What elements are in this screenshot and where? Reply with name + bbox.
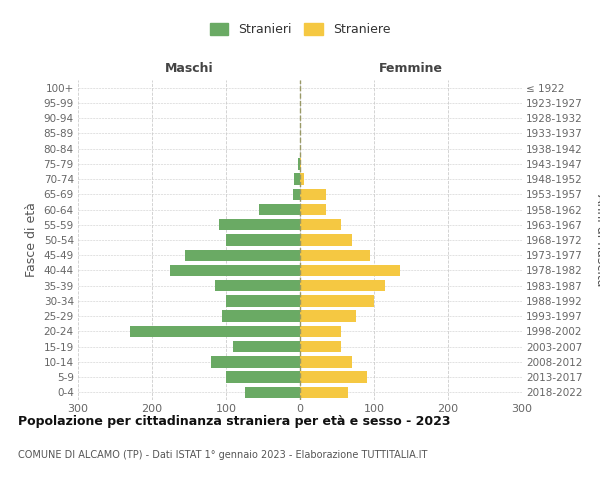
Bar (218, 219, 300, 230)
Bar (300, 341, 341, 352)
Y-axis label: Anni di nascita: Anni di nascita (594, 194, 600, 286)
Bar (300, 372, 367, 383)
Bar (226, 372, 300, 383)
Bar (226, 295, 300, 306)
Text: Femmine: Femmine (379, 62, 443, 76)
Bar (300, 356, 352, 368)
Bar (226, 234, 300, 246)
Bar (130, 326, 300, 337)
Bar (223, 310, 300, 322)
Bar (300, 204, 326, 215)
Bar (259, 204, 300, 215)
Bar (298, 158, 300, 170)
Bar (300, 310, 356, 322)
Bar (300, 326, 341, 337)
Bar (233, 341, 300, 352)
Bar (300, 188, 326, 200)
Y-axis label: Fasce di età: Fasce di età (25, 202, 38, 278)
Bar (300, 219, 341, 230)
Bar (300, 250, 370, 261)
Bar (300, 295, 374, 306)
Bar (300, 174, 304, 185)
Bar (300, 280, 385, 291)
Bar (300, 158, 301, 170)
Legend: Stranieri, Straniere: Stranieri, Straniere (203, 16, 397, 42)
Bar (300, 265, 400, 276)
Bar (300, 234, 352, 246)
Text: Maschi: Maschi (164, 62, 214, 76)
Bar (170, 265, 300, 276)
Text: COMUNE DI ALCAMO (TP) - Dati ISTAT 1° gennaio 2023 - Elaborazione TUTTITALIA.IT: COMUNE DI ALCAMO (TP) - Dati ISTAT 1° ge… (18, 450, 427, 460)
Bar (215, 280, 300, 291)
Bar (300, 386, 348, 398)
Bar (245, 386, 300, 398)
Text: Popolazione per cittadinanza straniera per età e sesso - 2023: Popolazione per cittadinanza straniera p… (18, 415, 451, 428)
Bar (185, 250, 300, 261)
Bar (293, 188, 300, 200)
Bar (211, 356, 300, 368)
Bar (294, 174, 300, 185)
